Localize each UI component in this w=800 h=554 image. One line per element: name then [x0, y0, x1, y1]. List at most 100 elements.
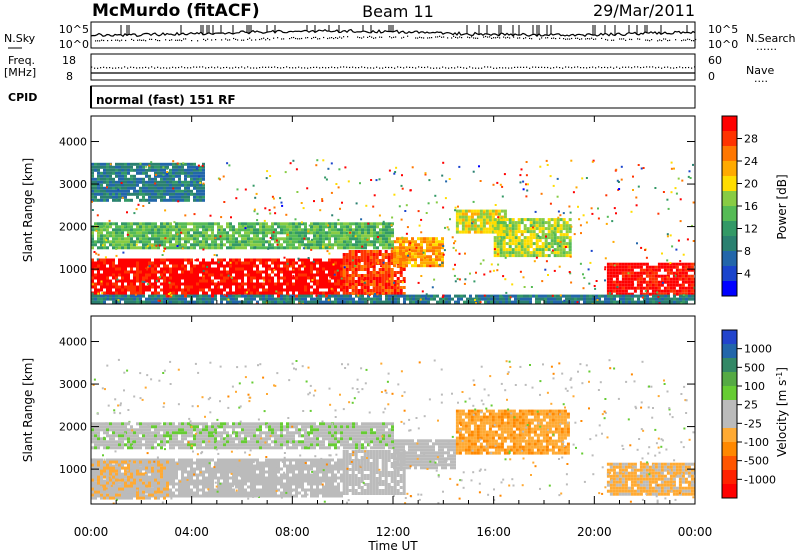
power-cell — [511, 233, 515, 237]
power-cell — [461, 224, 465, 228]
power-cell — [259, 273, 262, 277]
power-cell — [514, 224, 518, 228]
power-cell — [381, 286, 385, 289]
power-cell — [376, 222, 379, 226]
power-cell — [612, 283, 616, 287]
power-cell — [205, 237, 208, 241]
power-cell — [514, 245, 518, 249]
power-cell — [169, 246, 172, 250]
power-cell — [211, 270, 214, 274]
power-cell — [328, 279, 331, 283]
power-cell — [262, 270, 265, 274]
power-echo — [214, 237, 217, 240]
power-cell — [211, 243, 214, 247]
power-cell — [391, 228, 394, 232]
power-cell — [163, 228, 166, 232]
power-cell — [193, 162, 196, 166]
power-cell — [196, 300, 199, 304]
power-cell — [366, 292, 370, 295]
power-cell — [313, 282, 316, 286]
power-cell — [463, 300, 466, 304]
power-cell — [151, 168, 154, 172]
power-cell — [568, 218, 572, 222]
power-cell — [340, 279, 343, 283]
noise-search-dot — [315, 36, 317, 38]
power-cell — [325, 297, 328, 301]
power-cell — [541, 224, 545, 228]
power-cell — [142, 282, 145, 286]
power-cell — [505, 236, 509, 240]
power-cell — [97, 234, 100, 238]
power-cell — [396, 237, 399, 241]
power-cell — [196, 168, 199, 172]
power-cell — [331, 261, 334, 265]
power-cell — [648, 283, 652, 287]
power-cell — [473, 218, 477, 222]
power-cell — [636, 286, 640, 290]
power-cell — [121, 174, 124, 178]
power-cell — [669, 262, 673, 266]
power-cell — [298, 291, 301, 295]
power-cell — [133, 222, 136, 226]
power-cell — [133, 294, 136, 298]
power-cell — [414, 261, 417, 265]
noise-search-dot — [215, 39, 217, 41]
power-cell — [280, 270, 283, 274]
power-cell — [666, 277, 670, 281]
power-cell — [229, 294, 232, 298]
power-echo — [444, 197, 447, 200]
power-cell — [343, 237, 346, 241]
power-cell — [241, 240, 244, 244]
power-cell — [100, 258, 103, 262]
power-cell — [298, 270, 301, 274]
power-echo — [135, 243, 138, 246]
nave-dot — [646, 66, 648, 68]
power-cell — [592, 297, 595, 301]
power-cell — [190, 168, 193, 172]
power-cell — [136, 240, 139, 244]
nave-dot — [409, 66, 411, 68]
power-cell — [124, 189, 127, 193]
power-echo — [202, 269, 205, 272]
power-cell — [178, 222, 181, 226]
power-cell — [354, 268, 358, 271]
power-cell — [388, 243, 391, 247]
power-cell — [669, 289, 673, 293]
power-cell — [133, 234, 136, 238]
power-cell — [112, 192, 115, 196]
power-cell — [382, 300, 385, 304]
power-cell — [184, 276, 187, 280]
nave-dot — [523, 66, 525, 68]
power-cell — [130, 222, 133, 226]
power-echo — [380, 265, 382, 268]
power-cell — [181, 168, 184, 172]
power-cell — [181, 261, 184, 265]
power-cell — [328, 234, 331, 238]
power-cell — [455, 230, 459, 234]
power-cell — [109, 195, 112, 199]
power-cell — [235, 246, 238, 250]
power-cell — [511, 221, 515, 225]
power-cell — [612, 271, 616, 275]
power-cell — [310, 225, 313, 229]
power-cell — [384, 271, 388, 274]
power-cell — [491, 221, 495, 225]
noise-search-dot — [455, 36, 457, 38]
noise-search-dot — [497, 36, 499, 38]
power-cell — [358, 225, 361, 229]
power-cell — [562, 248, 566, 252]
power-cell — [154, 177, 157, 181]
power-cell — [301, 291, 304, 295]
power-cell — [369, 265, 373, 268]
power-cell — [372, 253, 376, 256]
power-cell — [253, 234, 256, 238]
power-cell — [316, 237, 319, 241]
power-cell — [541, 242, 545, 246]
power-cell — [390, 280, 394, 283]
power-cell — [520, 230, 524, 234]
power-cell — [411, 255, 414, 259]
freq-right-tick-top: 60 — [708, 54, 722, 67]
power-cell — [298, 285, 301, 289]
power-cell — [337, 291, 340, 295]
